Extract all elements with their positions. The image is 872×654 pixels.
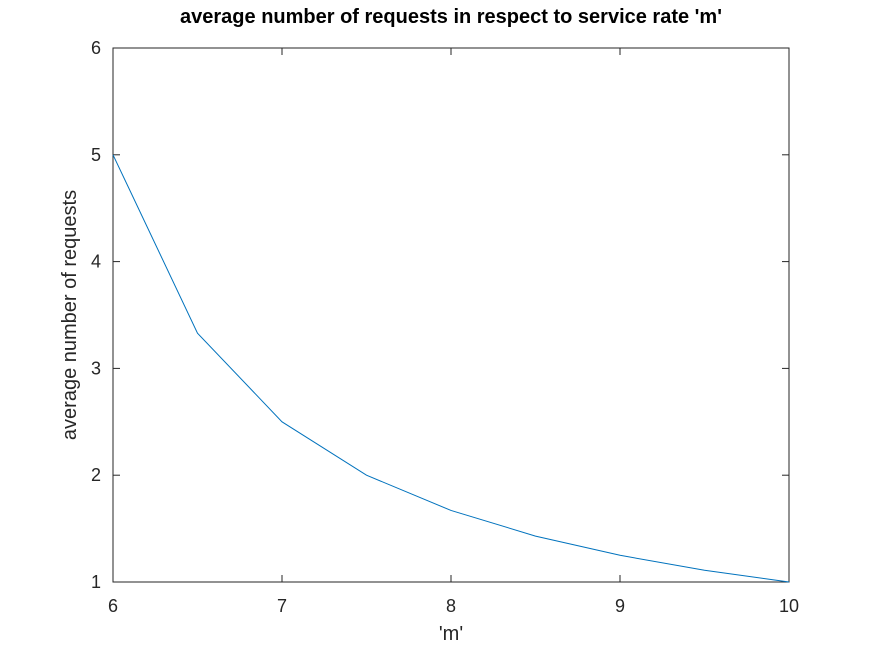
x-tick-label: 9 (615, 596, 625, 616)
x-tick-label: 6 (108, 596, 118, 616)
y-tick-label: 1 (91, 572, 101, 592)
y-tick-label: 5 (91, 145, 101, 165)
y-tick-label: 4 (91, 252, 101, 272)
plot-area (112, 47, 790, 583)
x-tick-label: 8 (446, 596, 456, 616)
series-line (112, 154, 790, 583)
x-tick-label: 10 (779, 596, 799, 616)
chart-title: average number of requests in respect to… (180, 6, 722, 28)
y-tick-label: 3 (91, 358, 101, 378)
x-axis-ticks: 6 7 8 9 10 (108, 48, 799, 616)
x-axis-label: 'm' (439, 623, 463, 645)
y-tick-label: 6 (91, 38, 101, 58)
y-axis-label: average number of requests (59, 190, 81, 440)
y-tick-label: 2 (91, 465, 101, 485)
x-tick-label: 7 (277, 596, 287, 616)
series-layer (112, 154, 790, 583)
